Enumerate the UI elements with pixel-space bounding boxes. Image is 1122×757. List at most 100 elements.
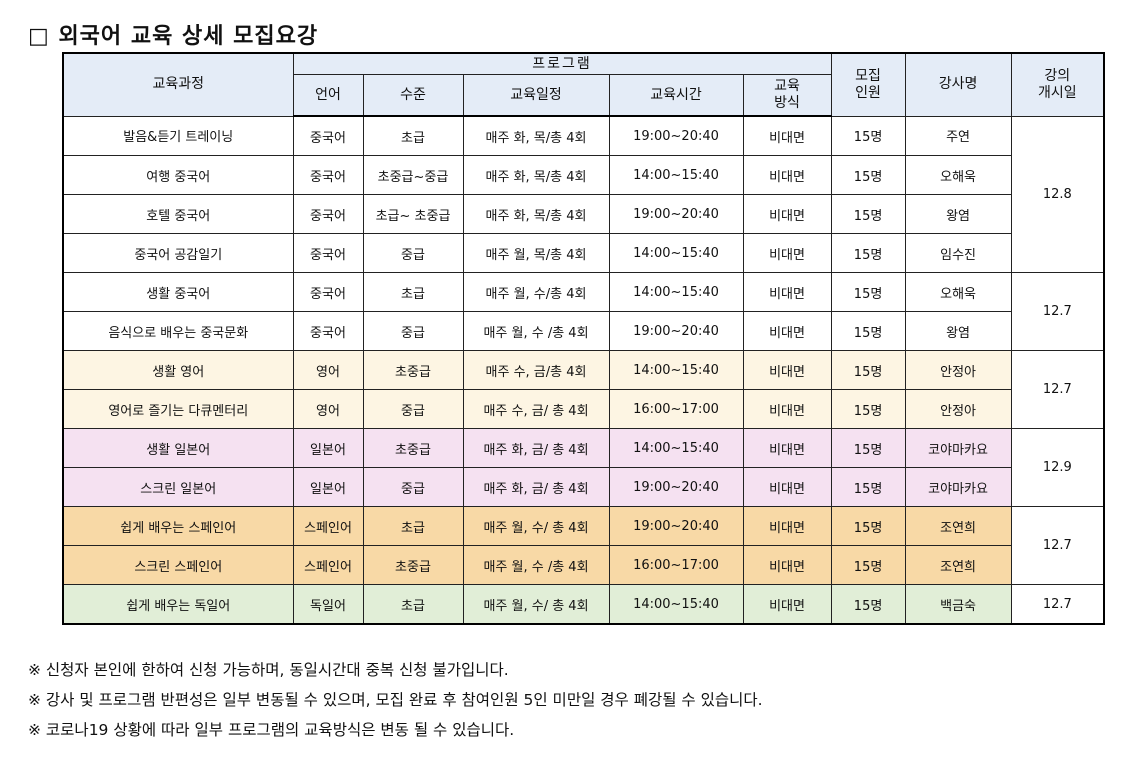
method-cell: 비대면 bbox=[742, 467, 832, 507]
time-cell: 19:00~20:40 bbox=[608, 467, 744, 507]
method-cell: 비대면 bbox=[742, 389, 832, 429]
language-cell: 중국어 bbox=[292, 311, 364, 351]
count-cell: 15명 bbox=[830, 545, 906, 585]
schedule-cell: 매주 화, 목/총 4회 bbox=[462, 115, 610, 156]
method-cell: 비대면 bbox=[742, 545, 832, 585]
language-cell: 일본어 bbox=[292, 467, 364, 507]
level-cell: 초급 bbox=[362, 272, 464, 312]
method-cell: 비대면 bbox=[742, 506, 832, 546]
language-cell: 중국어 bbox=[292, 194, 364, 234]
table-row: 발음&듣기 트레이닝 중국어 초급 매주 화, 목/총 4회 19:00~20:… bbox=[62, 115, 1105, 273]
method-cell: 비대면 bbox=[742, 155, 832, 195]
count-cell: 15명 bbox=[830, 584, 906, 625]
level-cell: 중급 bbox=[362, 311, 464, 351]
instructor-cell: 안정아 bbox=[904, 350, 1012, 390]
instructor-cell: 안정아 bbox=[904, 389, 1012, 429]
time-cell: 16:00~17:00 bbox=[608, 545, 744, 585]
level-cell: 중급 bbox=[362, 233, 464, 273]
table-row: 생활 영어 영어 초중급 매주 수, 금/총 4회 14:00~15:40 비대… bbox=[62, 350, 1105, 429]
course-name: 생활 일본어 bbox=[62, 428, 294, 468]
language-cell: 중국어 bbox=[292, 155, 364, 195]
level-cell: 중급 bbox=[362, 389, 464, 429]
course-name: 중국어 공감일기 bbox=[62, 233, 294, 273]
schedule-cell: 매주 월, 수 /총 4회 bbox=[462, 545, 610, 585]
header-method: 교육 방식 bbox=[742, 74, 832, 117]
method-cell: 비대면 bbox=[742, 350, 832, 390]
instructor-cell: 주연 bbox=[904, 115, 1012, 156]
language-cell: 중국어 bbox=[292, 233, 364, 273]
level-cell: 초급~ 초중급 bbox=[362, 194, 464, 234]
level-cell: 초중급 bbox=[362, 428, 464, 468]
course-name: 생활 영어 bbox=[62, 350, 294, 390]
table-row: 호텔 중국어 중국어 초급~ 초중급 매주 화, 목/총 4회 19:00~20… bbox=[62, 194, 1104, 234]
level-cell: 초급 bbox=[362, 506, 464, 546]
instructor-cell: 오해욱 bbox=[904, 155, 1012, 195]
course-name: 영어로 즐기는 다큐멘터리 bbox=[62, 389, 294, 429]
schedule-cell: 매주 월, 수/ 총 4회 bbox=[462, 506, 610, 546]
count-cell: 15명 bbox=[830, 506, 906, 546]
table-row: 스크린 스페인어 스페인어 초중급 매주 월, 수 /총 4회 16:00~17… bbox=[62, 545, 1104, 585]
header-recruit: 모집 인원 bbox=[830, 52, 906, 117]
method-cell: 비대면 bbox=[742, 584, 832, 625]
time-cell: 14:00~15:40 bbox=[608, 272, 744, 312]
language-cell: 일본어 bbox=[292, 428, 364, 468]
language-cell: 독일어 bbox=[292, 584, 364, 625]
method-cell: 비대면 bbox=[742, 233, 832, 273]
time-cell: 14:00~15:40 bbox=[608, 155, 744, 195]
language-cell: 중국어 bbox=[292, 115, 364, 156]
start-date-cell: 12.7 bbox=[1010, 272, 1105, 351]
course-name: 스크린 스페인어 bbox=[62, 545, 294, 585]
course-name: 여행 중국어 bbox=[62, 155, 294, 195]
instructor-cell: 조연희 bbox=[904, 545, 1012, 585]
table-row: 쉽게 배우는 독일어 독일어 초급 매주 월, 수/ 총 4회 14:00~15… bbox=[62, 584, 1105, 625]
time-cell: 14:00~15:40 bbox=[608, 233, 744, 273]
count-cell: 15명 bbox=[830, 272, 906, 312]
course-name: 발음&듣기 트레이닝 bbox=[62, 115, 294, 156]
header-language: 언어 bbox=[292, 74, 364, 117]
instructor-cell: 조연희 bbox=[904, 506, 1012, 546]
schedule-cell: 매주 수, 금/총 4회 bbox=[462, 350, 610, 390]
time-cell: 14:00~15:40 bbox=[608, 350, 744, 390]
note-line: ※ 신청자 본인에 한하여 신청 가능하며, 동일시간대 중복 신청 불가입니다… bbox=[28, 661, 509, 679]
count-cell: 15명 bbox=[830, 311, 906, 351]
instructor-cell: 오해욱 bbox=[904, 272, 1012, 312]
count-cell: 15명 bbox=[830, 115, 906, 156]
count-cell: 15명 bbox=[830, 428, 906, 468]
schedule-cell: 매주 월, 목/총 4회 bbox=[462, 233, 610, 273]
time-cell: 16:00~17:00 bbox=[608, 389, 744, 429]
header-level: 수준 bbox=[362, 74, 464, 117]
instructor-cell: 백금숙 bbox=[904, 584, 1012, 625]
level-cell: 초급 bbox=[362, 584, 464, 625]
language-cell: 영어 bbox=[292, 389, 364, 429]
course-name: 쉽게 배우는 스페인어 bbox=[62, 506, 294, 546]
course-name: 생활 중국어 bbox=[62, 272, 294, 312]
notes-section: ※ 신청자 본인에 한하여 신청 가능하며, 동일시간대 중복 신청 불가입니다… bbox=[28, 655, 763, 745]
note-line: ※ 코로나19 상황에 따라 일부 프로그램의 교육방식은 변동 될 수 있습니… bbox=[28, 721, 515, 739]
time-cell: 19:00~20:40 bbox=[608, 194, 744, 234]
page-title: □ 외국어 교육 상세 모집요강 bbox=[28, 23, 319, 49]
method-cell: 비대면 bbox=[742, 272, 832, 312]
method-cell: 비대면 bbox=[742, 428, 832, 468]
start-date-cell: 12.7 bbox=[1010, 584, 1105, 625]
count-cell: 15명 bbox=[830, 389, 906, 429]
table-row: 음식으로 배우는 중국문화 중국어 중급 매주 월, 수 /총 4회 19:00… bbox=[62, 311, 1104, 351]
header-time: 교육시간 bbox=[608, 74, 744, 117]
start-date-cell: 12.7 bbox=[1010, 350, 1105, 429]
time-cell: 14:00~15:40 bbox=[608, 428, 744, 468]
schedule-cell: 매주 화, 목/총 4회 bbox=[462, 194, 610, 234]
course-name: 음식으로 배우는 중국문화 bbox=[62, 311, 294, 351]
level-cell: 초급 bbox=[362, 115, 464, 156]
instructor-cell: 코야마카요 bbox=[904, 467, 1012, 507]
instructor-cell: 임수진 bbox=[904, 233, 1012, 273]
language-cell: 스페인어 bbox=[292, 545, 364, 585]
instructor-cell: 왕염 bbox=[904, 311, 1012, 351]
schedule-cell: 매주 화, 목/총 4회 bbox=[462, 155, 610, 195]
count-cell: 15명 bbox=[830, 194, 906, 234]
time-cell: 19:00~20:40 bbox=[608, 115, 744, 156]
level-cell: 초중급 bbox=[362, 545, 464, 585]
count-cell: 15명 bbox=[830, 467, 906, 507]
schedule-cell: 매주 월, 수 /총 4회 bbox=[462, 311, 610, 351]
header-schedule: 교육일정 bbox=[462, 74, 610, 117]
language-cell: 영어 bbox=[292, 350, 364, 390]
table-row: 영어로 즐기는 다큐멘터리 영어 중급 매주 수, 금/ 총 4회 16:00~… bbox=[62, 389, 1104, 429]
